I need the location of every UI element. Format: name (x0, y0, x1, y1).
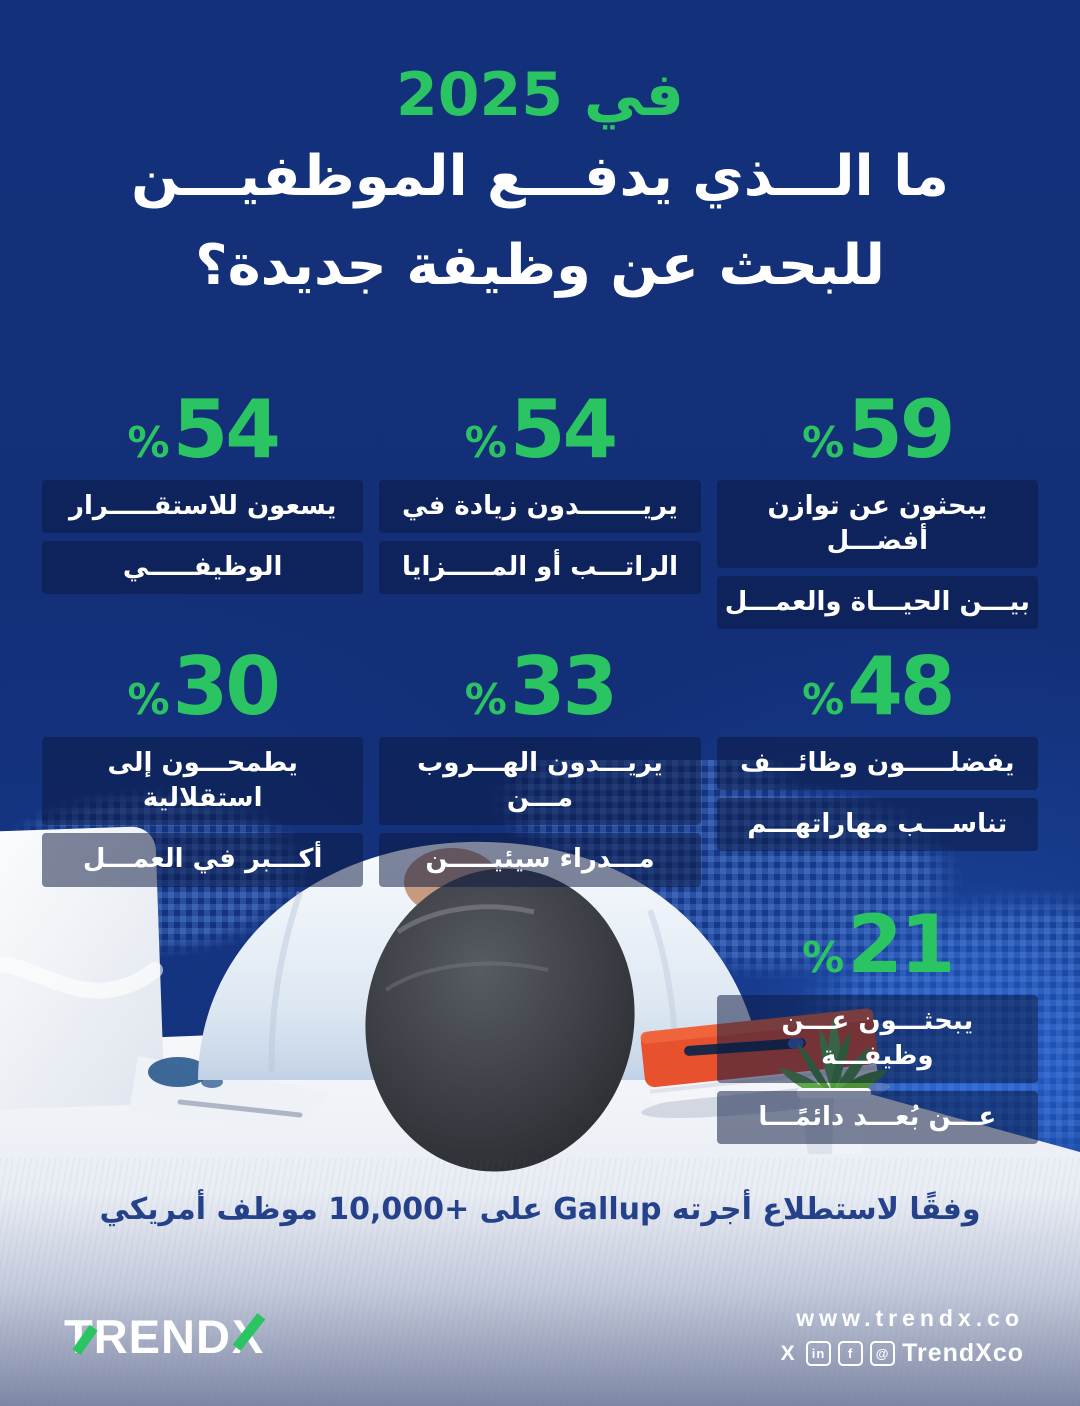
hair (365, 868, 635, 1172)
stat-label-line: يبحثون عن توازن أفضـــل (716, 480, 1038, 569)
stat-label-line: يفضلـــــون وظائـــف (716, 737, 1038, 791)
stat-value: %59 (802, 383, 955, 476)
stat-label-line: يسعون للاستقـــــرار (42, 480, 364, 534)
logo-x: X (231, 1310, 265, 1363)
stat-label-line: يبحثـــون عـــن وظيفـــة (716, 994, 1038, 1083)
spacer (379, 905, 700, 1144)
source-note: وفقًا لاستطلاع أجرته Gallup على +10,000 … (99, 1192, 981, 1227)
person (198, 841, 764, 1172)
stat-value: %48 (802, 640, 955, 734)
stat-salary-benefits: %54 يريـــــــدون زيادة في الراتـــب أو … (379, 383, 701, 629)
stat-label-line: الوظيفـــــي (42, 541, 364, 595)
stats-row-1: %59 يبحثون عن توازن أفضـــل بيـــن الحيـ… (42, 383, 1038, 630)
percent-sign: % (127, 675, 170, 725)
stat-label-line: عـــن بُعـــد دائمًـــا (716, 1090, 1038, 1144)
title-year: في 2025 (396, 60, 684, 130)
stat-value: %54 (464, 383, 618, 476)
facebook-icon[interactable]: f (838, 1341, 864, 1366)
stat-label-line: يطمحـــون إلى استقلالية (42, 737, 364, 826)
social-handle[interactable]: TrendXco (902, 1339, 1024, 1367)
spacer (42, 905, 363, 1144)
percent-sign: % (802, 675, 845, 725)
stat-value: %21 (802, 897, 955, 991)
percent-sign: % (464, 675, 507, 725)
stat-label-line: بيـــن الحيـــاة والعمـــل (716, 576, 1038, 630)
stat-label-line: أكـــبر في العمـــل (42, 833, 364, 887)
percent-sign: % (802, 932, 845, 982)
stat-value: %33 (464, 640, 618, 734)
stat-skills-fit: %48 يفضلـــــون وظائـــف تناســـب مهارات… (716, 640, 1038, 886)
stat-bad-managers: %33 يريـــدون الهـــروب مـــن مـــدراء س… (379, 640, 701, 887)
percent-sign: % (802, 418, 845, 467)
instagram-icon[interactable]: @ (870, 1341, 896, 1366)
linkedin-icon[interactable]: in (806, 1341, 832, 1366)
laptop (0, 826, 330, 1130)
page-title-line2: للبحث عن وظيفة جديدة؟ (195, 233, 885, 299)
percent-sign: % (464, 418, 507, 467)
footer-links: www.trendx.co X in f @ TrendXco (777, 1305, 1024, 1368)
stat-label-line: الراتـــب أو المـــــزايا (379, 541, 701, 595)
x-icon[interactable]: X (780, 1341, 796, 1365)
stat-label-line: يريـــدون الهـــروب مـــن (379, 737, 701, 826)
page-title-line1: ما الـــذي يدفـــع الموظفيـــن (131, 144, 949, 209)
logo-text: TREND (64, 1310, 231, 1363)
percent-sign: % (127, 418, 170, 467)
stats-row-2: %48 يفضلـــــون وظائـــف تناســـب مهارات… (42, 640, 1038, 887)
stat-work-life-balance: %59 يبحثون عن توازن أفضـــل بيـــن الحيـ… (716, 383, 1038, 630)
stat-job-stability: %54 يسعون للاستقـــــرار الوظيفـــــي (42, 383, 364, 629)
stats-grid: %59 يبحثون عن توازن أفضـــل بيـــن الحيـ… (42, 390, 1038, 1162)
trendx-logo: TREND X (64, 1309, 264, 1364)
footer: TREND X www.trendx.co X in f @ TrendXco (64, 1305, 1024, 1368)
stat-label-line: تناســـب مهاراتهـــم (716, 798, 1038, 852)
stat-value: %54 (127, 383, 280, 476)
stat-label-line: مـــدراء سيئيـــــن (379, 833, 701, 887)
stat-autonomy: %30 يطمحـــون إلى استقلالية أكـــبر في ا… (42, 640, 364, 887)
website-url[interactable]: www.trendx.co (796, 1305, 1024, 1331)
stat-value: %30 (127, 640, 280, 734)
stat-label-line: يريـــــــدون زيادة في (379, 480, 701, 534)
social-row: X in f @ TrendXco (777, 1339, 1024, 1368)
header: في 2025 ما الـــذي يدفـــع الموظفيـــن ل… (0, 62, 1080, 306)
stat-remote-job: %21 يبحثـــون عـــن وظيفـــة عـــن بُعــ… (716, 897, 1038, 1144)
stats-row-3: %21 يبحثـــون عـــن وظيفـــة عـــن بُعــ… (42, 897, 1038, 1144)
